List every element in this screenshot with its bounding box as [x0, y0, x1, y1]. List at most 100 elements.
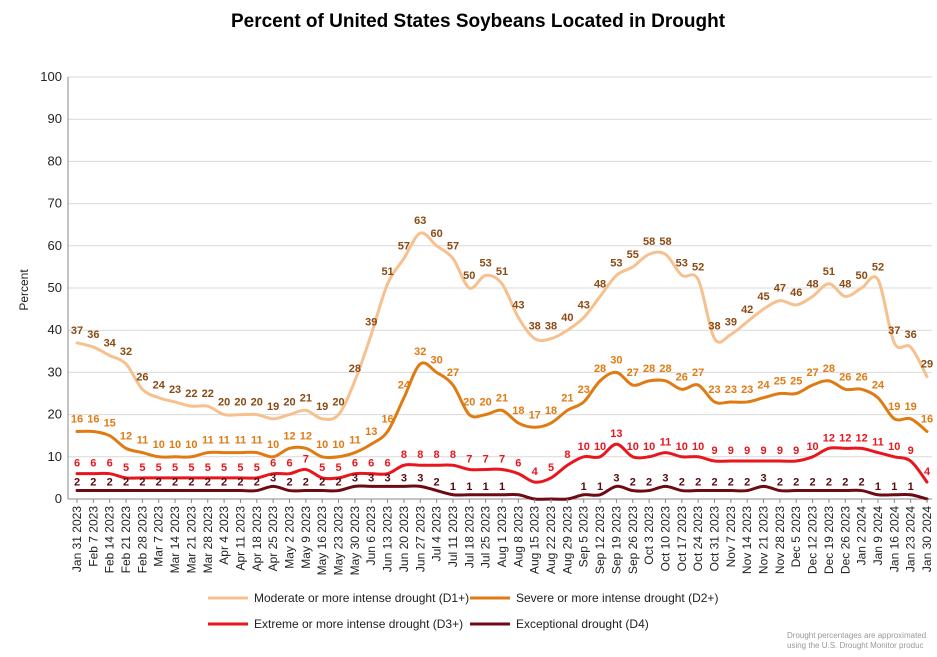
data-label-d1: 42 [741, 304, 753, 316]
x-tick-label: Apr 4 2023 [217, 506, 231, 565]
data-label-d1: 60 [430, 228, 442, 240]
data-label-d3: 10 [692, 441, 704, 453]
series-line-d4 [75, 484, 929, 501]
data-label-d2: 15 [104, 418, 116, 430]
data-label-d3: 5 [205, 462, 211, 474]
data-label-d4: 2 [744, 477, 750, 489]
x-tick-label: Mar 14 2023 [168, 506, 182, 574]
data-label-d2: 26 [839, 371, 851, 383]
data-label-d1: 51 [823, 266, 835, 278]
data-label-d4: 2 [205, 477, 211, 489]
x-tick-label: Oct 31 2023 [708, 506, 722, 572]
data-label-d3: 9 [728, 445, 734, 457]
data-label-d4: 2 [156, 477, 162, 489]
data-label-d2: 16 [381, 413, 393, 425]
data-label-d1: 40 [561, 312, 573, 324]
data-label-d1: 48 [806, 278, 818, 290]
x-tick-label: Dec 12 2023 [806, 506, 820, 574]
data-label-d3: 10 [594, 441, 606, 453]
data-label-d1: 29 [921, 359, 933, 371]
data-label-d1: 53 [676, 257, 688, 269]
data-label-d2: 28 [643, 363, 655, 375]
data-label-d3: 8 [434, 449, 440, 461]
data-label-d4: 2 [335, 477, 341, 489]
y-tick-label: 30 [48, 364, 62, 379]
x-tick-label: Oct 10 2023 [658, 506, 672, 572]
data-label-d1: 51 [381, 266, 393, 278]
data-label-d2: 11 [218, 435, 230, 447]
x-tick-label: Jul 18 2023 [462, 506, 476, 568]
x-tick-label: Jun 20 2023 [397, 506, 411, 572]
data-label-d3: 4 [924, 466, 931, 478]
data-label-d3: 10 [578, 441, 590, 453]
series-lines [75, 231, 929, 501]
data-label-d1: 37 [71, 325, 83, 337]
x-tick-label: Jul 25 2023 [479, 506, 493, 568]
data-label-d4: 2 [826, 477, 832, 489]
data-label-d3: 6 [515, 458, 521, 470]
data-label-d3: 7 [483, 453, 489, 465]
data-label-d2: 13 [365, 426, 377, 438]
data-label-d1: 22 [185, 388, 197, 400]
x-tick-label: Dec 26 2023 [838, 506, 852, 574]
data-label-d2: 10 [267, 439, 279, 451]
data-label-d4: 3 [760, 472, 766, 484]
data-label-d4: 2 [107, 477, 113, 489]
data-label-d2: 11 [137, 435, 149, 447]
data-label-d2: 11 [202, 435, 214, 447]
x-tick-label: Sep 19 2023 [609, 506, 623, 574]
x-tick-label: Aug 29 2023 [560, 506, 574, 574]
data-label-d3: 10 [643, 441, 655, 453]
data-label-d2: 10 [316, 439, 328, 451]
data-label-d1: 38 [708, 321, 720, 333]
data-label-d1: 39 [725, 316, 737, 328]
data-label-d2: 10 [153, 439, 165, 451]
x-tick-label: Aug 15 2023 [528, 506, 542, 574]
legend-label-d2: Severe or more intense drought (D2+) [516, 591, 718, 605]
x-tick-label: Dec 5 2023 [789, 506, 803, 568]
data-label-d4: 2 [679, 477, 685, 489]
data-label-d2: 18 [512, 405, 524, 417]
data-label-d1: 57 [447, 240, 459, 252]
data-label-d3: 5 [237, 462, 243, 474]
data-label-d3: 8 [450, 449, 456, 461]
data-label-d4: 2 [842, 477, 848, 489]
data-label-d2: 20 [463, 397, 475, 409]
data-label-d1: 20 [332, 397, 344, 409]
data-label-d4: 2 [434, 477, 440, 489]
data-label-d2: 20 [480, 397, 492, 409]
data-label-d3: 8 [417, 449, 423, 461]
data-label-d4: 3 [352, 472, 358, 484]
data-label-d1: 20 [218, 397, 230, 409]
data-label-d2: 28 [823, 363, 835, 375]
data-label-d2: 10 [185, 439, 197, 451]
data-label-d2: 12 [300, 430, 312, 442]
data-label-d2: 24 [398, 380, 411, 392]
data-label-d4: 3 [662, 472, 668, 484]
x-tick-label: May 9 2023 [299, 506, 313, 569]
data-label-d2: 24 [757, 380, 770, 392]
data-label-d3: 6 [107, 458, 113, 470]
x-tick-label: Feb 7 2023 [86, 506, 100, 567]
series-line-d3 [75, 442, 929, 484]
data-label-d1: 21 [300, 392, 312, 404]
x-tick-label: Feb 21 2023 [119, 506, 133, 574]
data-label-d4: 2 [172, 477, 178, 489]
x-tick-label: Aug 1 2023 [495, 506, 509, 568]
data-label-d2: 19 [905, 401, 917, 413]
data-label-d3: 5 [548, 462, 554, 474]
data-label-d2: 10 [332, 439, 344, 451]
data-label-d2: 18 [545, 405, 557, 417]
data-label-d3: 9 [908, 445, 914, 457]
x-tick-label: Apr 11 2023 [233, 506, 247, 571]
data-label-d1: 53 [610, 257, 622, 269]
data-label-d2: 16 [921, 413, 933, 425]
gridlines [67, 76, 932, 500]
data-label-d4: 2 [188, 477, 194, 489]
x-tick-label: Sep 26 2023 [626, 506, 640, 574]
data-label-d4: 2 [254, 477, 260, 489]
data-label-d1: 34 [104, 338, 117, 350]
y-tick-label: 60 [48, 238, 62, 253]
legend-label-d1: Moderate or more intense drought (D1+) [254, 591, 469, 605]
